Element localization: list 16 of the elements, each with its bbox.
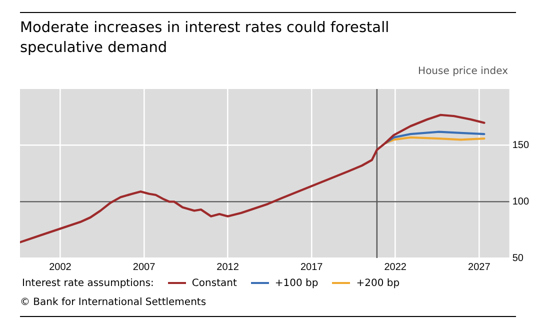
- y-axis-title: House price index: [418, 66, 508, 77]
- y-tick-label: 50: [512, 252, 524, 264]
- y-tick-label: 100: [512, 196, 530, 208]
- x-tick-label: 2017: [300, 262, 324, 273]
- legend-label: Constant: [190, 278, 237, 289]
- x-tick-label: 2002: [49, 262, 72, 273]
- y-tick-label: 150: [512, 140, 530, 152]
- x-tick-label: 2027: [468, 262, 491, 273]
- x-tick-label: 2007: [132, 262, 156, 273]
- x-tick-label: 2022: [384, 262, 407, 273]
- legend-label: +100 bp: [274, 278, 318, 289]
- chart-title: Moderate increases in interest rates could forestall speculative demand: [20, 19, 390, 58]
- text: © Bank for International Settlements: [20, 297, 206, 308]
- legend-label: +200 bp: [355, 278, 400, 289]
- x-tick-label: 2012: [216, 262, 240, 273]
- legend-title: Interest rate assumptions:: [22, 278, 154, 289]
